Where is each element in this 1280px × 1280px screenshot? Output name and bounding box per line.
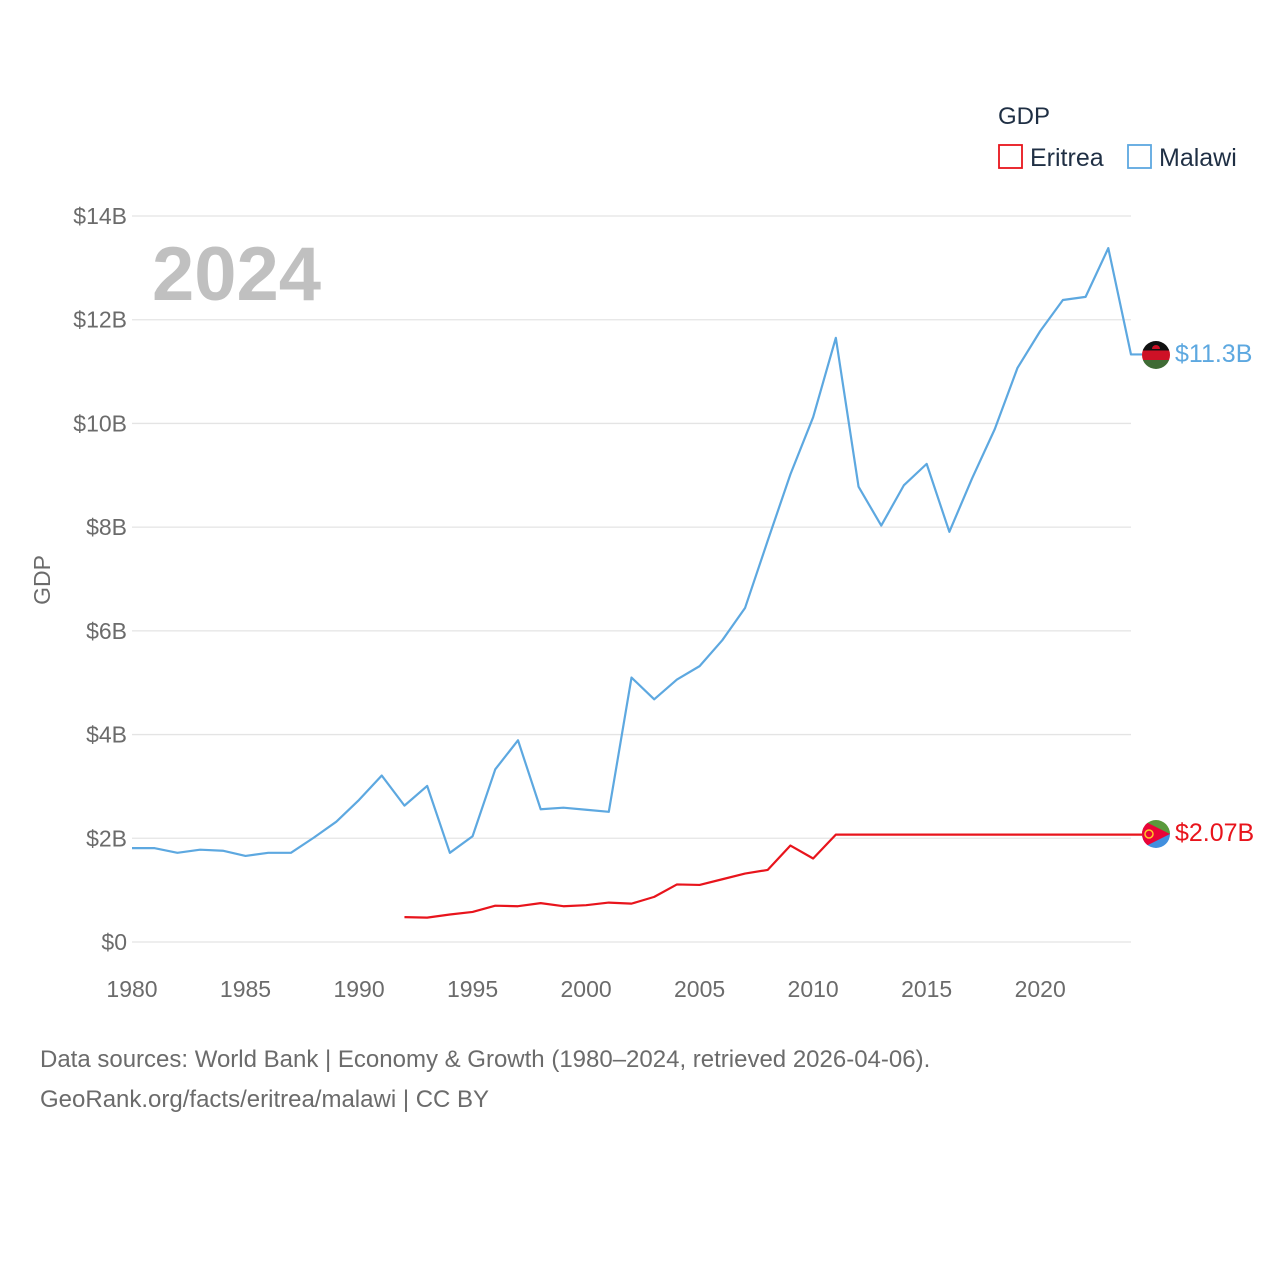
legend-swatch-eritrea[interactable] <box>998 144 1023 169</box>
eritrea-flag-icon <box>1142 820 1170 848</box>
x-tick-label: 1980 <box>106 976 157 1002</box>
x-tick-label: 2005 <box>674 976 725 1002</box>
data-sources-text: Data sources: World Bank | Economy & Gro… <box>40 1046 931 1073</box>
legend-label-malawi[interactable]: Malawi <box>1159 144 1237 172</box>
x-tick-label: 1985 <box>220 976 271 1002</box>
gridlines <box>132 215 1131 943</box>
footer: Data sources: World Bank | Economy & Gro… <box>40 1040 930 1120</box>
end-labels: $11.3B $2.07B <box>1175 340 1254 847</box>
y-tick-label: $6B <box>86 618 127 644</box>
year-watermark: 2024 <box>152 232 321 317</box>
attribution-link[interactable]: GeoRank.org/facts/eritrea/malawi | CC BY <box>40 1086 490 1113</box>
y-tick-label: $4B <box>86 722 127 748</box>
series-line-eritrea[interactable] <box>404 833 1142 919</box>
y-tick-label: $0 <box>101 929 127 955</box>
y-tick-label: $8B <box>86 514 127 540</box>
y-tick-label: $2B <box>86 825 127 851</box>
x-tick-label: 2010 <box>788 976 839 1002</box>
x-tick-label: 2020 <box>1015 976 1066 1002</box>
y-axis-title: GDP <box>29 555 55 605</box>
x-tick-label: 1995 <box>447 976 498 1002</box>
x-tick-label: 2015 <box>901 976 952 1002</box>
y-axis-ticks: $0 $2B $4B $6B $8B $10B $12B $14B <box>73 203 127 955</box>
eritrea-end-value-label: $2.07B <box>1175 819 1254 847</box>
x-tick-label: 2000 <box>561 976 612 1002</box>
legend-swatch-malawi[interactable] <box>1127 144 1152 169</box>
y-tick-label: $14B <box>73 203 127 229</box>
malawi-end-value-label: $11.3B <box>1175 340 1252 368</box>
x-axis-ticks: 1980 1985 1990 1995 2000 2005 2010 2015 2020 <box>106 976 1065 1002</box>
malawi-flag-icon <box>1142 341 1170 369</box>
legend: GDP Eritrea Malawi <box>998 103 1237 172</box>
legend-label-eritrea[interactable]: Eritrea <box>1030 144 1104 172</box>
end-markers <box>1142 341 1170 848</box>
y-tick-label: $12B <box>73 307 127 333</box>
series-lines <box>132 247 1142 919</box>
x-tick-label: 1990 <box>333 976 384 1002</box>
legend-title: GDP <box>998 103 1050 130</box>
y-tick-label: $10B <box>73 410 127 436</box>
series-line-malawi[interactable] <box>132 247 1142 858</box>
